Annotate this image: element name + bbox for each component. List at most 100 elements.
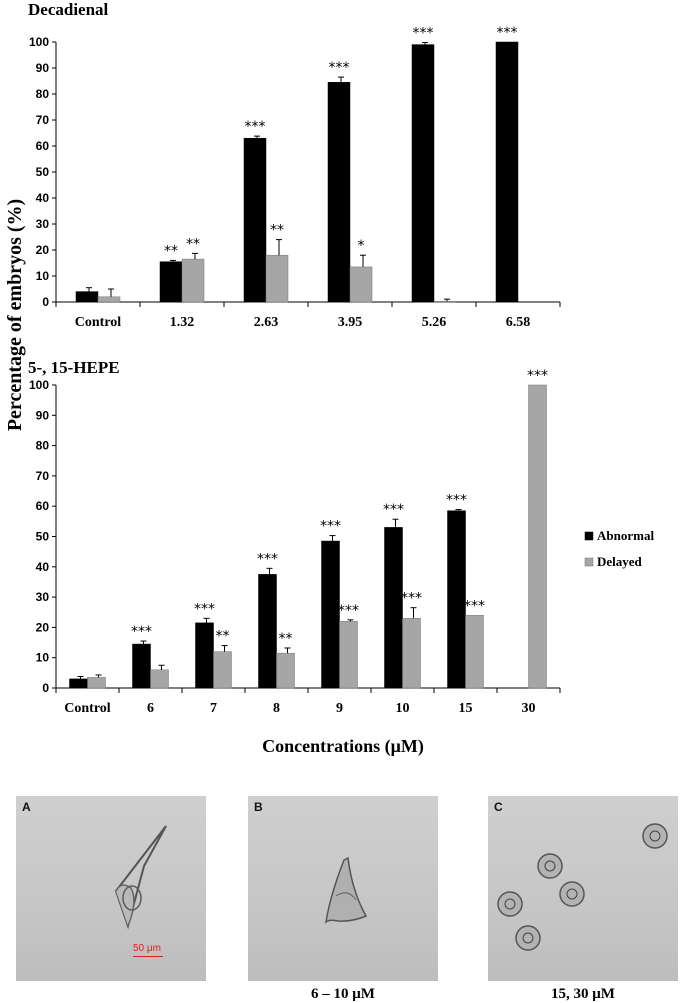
significance-marker: *** — [446, 493, 467, 509]
y-tick-label: 30 — [36, 217, 50, 231]
x-tick-label: 9 — [336, 701, 343, 716]
x-tick-label: Control — [75, 315, 122, 330]
bar-delayed — [349, 266, 373, 303]
significance-marker: *** — [320, 519, 341, 535]
legend-swatch-delayed — [584, 557, 594, 567]
significance-marker: *** — [401, 591, 422, 607]
bar-delayed — [181, 258, 205, 303]
x-tick-label: 2.63 — [254, 315, 279, 330]
y-tick-label: 70 — [36, 113, 50, 127]
bar-abnormal — [75, 291, 99, 303]
bar-delayed — [402, 618, 421, 689]
y-tick-label: 100 — [29, 35, 49, 49]
y-tick-label: 40 — [36, 191, 50, 205]
bar-abnormal — [159, 261, 183, 303]
bar-delayed — [465, 615, 484, 689]
hepe-chart: 5-, 15-HEPE 0 10 20 30 40 50 60 70 80 90 100 Control… — [28, 358, 654, 716]
x-tick-label: 15 — [459, 701, 473, 716]
significance-marker: *** — [383, 502, 404, 518]
bar-abnormal — [447, 510, 466, 689]
x-tick-label: 7 — [210, 701, 217, 716]
bar-abnormal — [69, 678, 88, 689]
y-tick-label: 0 — [42, 295, 49, 309]
bar-delayed — [528, 384, 547, 689]
chart-title: Decadienal — [28, 0, 109, 19]
significance-marker: *** — [257, 551, 278, 567]
pluteus-larva-image — [114, 825, 167, 930]
y-tick-label: 70 — [36, 469, 50, 483]
y-tick-label: 50 — [36, 165, 50, 179]
decadienal-chart: Decadienal 0 10 20 30 40 50 60 70 80 90 100 Control 1… — [28, 0, 561, 330]
bar-delayed — [433, 300, 457, 303]
bar-abnormal — [384, 527, 403, 689]
bar-abnormal — [195, 622, 214, 689]
x-tick-label: Control — [64, 701, 111, 716]
y-axis-label: Percentage of embryos (%) — [4, 199, 26, 431]
significance-marker: *** — [464, 598, 485, 614]
y-tick-label: 0 — [42, 681, 49, 695]
bar-abnormal — [258, 574, 277, 689]
x-tick-label: 8 — [273, 701, 280, 716]
y-tick-label: 80 — [36, 87, 50, 101]
x-tick-label: 5.26 — [422, 315, 447, 330]
significance-marker: *** — [497, 25, 518, 41]
bar-delayed — [276, 652, 295, 689]
bar-delayed — [339, 621, 358, 689]
bar-abnormal — [321, 540, 340, 689]
significance-marker: ** — [216, 629, 230, 645]
panel-letter-a: A — [22, 800, 31, 814]
bar-abnormal — [132, 643, 151, 689]
legend-label-abnormal: Abnormal — [597, 528, 654, 543]
bar-abnormal — [495, 41, 519, 303]
panel-letter-c: C — [494, 800, 503, 814]
significance-marker: *** — [329, 60, 350, 76]
scale-bar-label: 50 μm — [133, 943, 161, 954]
significance-marker: ** — [186, 236, 200, 252]
micrograph-b: B 6 – 10 μM — [248, 796, 438, 1002]
significance-marker: ** — [164, 243, 178, 259]
y-tick-label: 100 — [29, 378, 49, 392]
scale-bar — [133, 956, 163, 957]
legend-swatch-abnormal — [584, 531, 594, 541]
significance-marker: ** — [270, 223, 284, 239]
bar-delayed — [87, 677, 106, 689]
y-tick-label: 80 — [36, 439, 50, 453]
bar-abnormal — [411, 44, 435, 303]
x-tick-label: 3.95 — [338, 315, 363, 330]
x-tick-label: 6 — [147, 701, 154, 716]
significance-marker: *** — [131, 624, 152, 640]
y-tick-label: 20 — [36, 243, 50, 257]
x-tick-label: 6.58 — [506, 315, 531, 330]
significance-marker: *** — [194, 601, 215, 617]
bar-delayed — [265, 254, 289, 303]
delayed-larva-image — [324, 856, 368, 924]
x-tick-label: 1.32 — [170, 315, 195, 330]
y-tick-label: 30 — [36, 590, 50, 604]
y-tick-label: 60 — [36, 499, 50, 513]
y-tick-label: 40 — [36, 560, 50, 574]
significance-marker: *** — [413, 26, 434, 42]
significance-marker: ** — [279, 631, 293, 647]
x-axis-label: Concentrations (μM) — [262, 736, 424, 757]
significance-marker: *** — [245, 119, 266, 135]
y-tick-label: 90 — [36, 61, 50, 75]
blastula-embryos-image — [497, 823, 668, 951]
y-tick-label: 20 — [36, 620, 50, 634]
bar-abnormal — [243, 137, 267, 303]
y-tick-label: 10 — [36, 651, 50, 665]
micrograph-c: C 15, 30 μM — [488, 796, 678, 1002]
y-tick-label: 10 — [36, 269, 50, 283]
bar-delayed — [97, 296, 121, 303]
significance-marker: *** — [527, 368, 548, 384]
bar-delayed — [150, 669, 169, 689]
bar-abnormal — [327, 82, 351, 303]
legend-label-delayed: Delayed — [597, 554, 643, 569]
y-tick-label: 50 — [36, 530, 50, 544]
significance-marker: *** — [338, 603, 359, 619]
panel-letter-b: B — [254, 800, 263, 814]
significance-marker: * — [358, 238, 365, 254]
chart-title: 5-, 15-HEPE — [28, 358, 120, 377]
y-tick-label: 60 — [36, 139, 50, 153]
bar-delayed — [213, 651, 232, 689]
